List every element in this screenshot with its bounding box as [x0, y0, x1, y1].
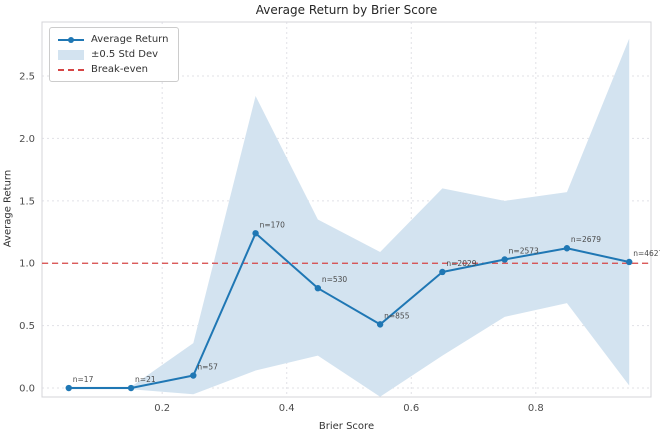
legend-item-break-even: Break-even [58, 64, 168, 75]
y-axis-label: Average Return [2, 169, 14, 248]
line-marker-swatch-icon [58, 35, 84, 45]
x-tick-label: 0.8 [528, 403, 544, 414]
x-axis-label: Brier Score [318, 421, 375, 432]
x-tick-label: 0.2 [154, 403, 170, 414]
count-annotation: n=21 [135, 375, 156, 384]
legend-label: Average Return [91, 34, 169, 45]
chart-title: Average Return by Brier Score [255, 3, 438, 17]
data-point-marker [127, 384, 135, 392]
data-point-marker [501, 256, 508, 263]
legend-item-average-return: Average Return [58, 34, 168, 45]
data-point-marker [439, 268, 446, 276]
count-annotation: n=57 [197, 363, 218, 372]
y-tick-label: 1.5 [19, 196, 35, 207]
count-annotation: n=4627 [633, 249, 660, 258]
count-annotation: n=2029 [446, 259, 476, 268]
x-tick-label: 0.6 [403, 403, 419, 414]
data-point-marker [376, 321, 384, 328]
data-point-marker [626, 258, 633, 266]
data-point-marker [190, 372, 197, 379]
legend-label: ±0.5 Std Dev [91, 49, 159, 60]
data-point-marker [563, 245, 571, 252]
y-tick-label: 0.0 [19, 384, 35, 395]
data-point-marker [252, 230, 259, 237]
count-annotation: n=855 [384, 311, 410, 320]
average-return-line [68, 232, 630, 390]
legend: Average Return ±0.5 Std Dev Break-even [49, 27, 180, 82]
data-point-marker [65, 384, 72, 392]
count-annotation: n=2679 [571, 235, 601, 244]
y-tick-label: 0.5 [19, 321, 35, 332]
x-tick-label: 0.4 [279, 403, 295, 414]
count-annotation: n=2573 [509, 246, 539, 255]
y-tick-label: 2.0 [19, 134, 35, 145]
y-tick-label: 2.5 [19, 72, 35, 83]
data-point-marker [314, 284, 322, 292]
y-tick-label: 1.0 [19, 259, 35, 270]
count-annotation: n=530 [322, 275, 348, 284]
count-annotation: n=17 [73, 375, 94, 384]
dashed-line-swatch-icon [58, 65, 84, 75]
legend-label: Break-even [91, 64, 148, 75]
band-patch-swatch-icon [58, 49, 84, 60]
std-dev-band [68, 38, 630, 397]
count-annotation: n=170 [260, 220, 286, 229]
legend-item-std-dev: ±0.5 Std Dev [58, 49, 168, 60]
